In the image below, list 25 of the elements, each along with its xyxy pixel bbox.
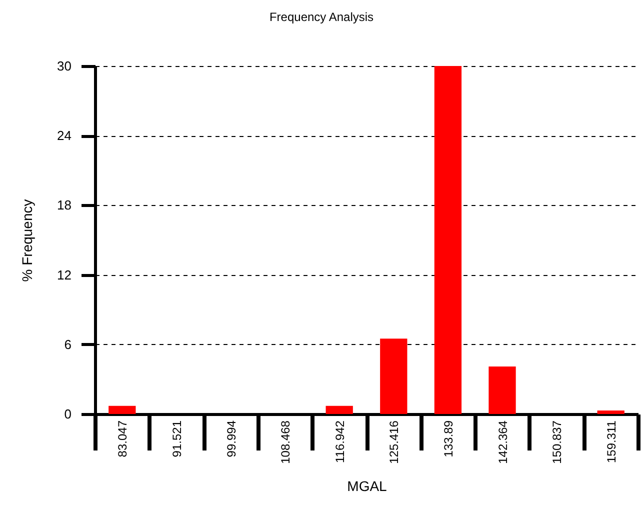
y-tick-label: 12 xyxy=(57,267,72,282)
y-tick-label: 6 xyxy=(64,336,72,352)
chart-title: Frequency Analysis xyxy=(269,10,374,24)
y-axis-title: % Frequency xyxy=(19,199,36,282)
x-tick-label: 142.364 xyxy=(496,420,510,464)
bar xyxy=(380,338,408,414)
x-tick-label: 125.416 xyxy=(387,420,402,464)
x-axis-title: MGAL xyxy=(347,478,388,494)
bar xyxy=(108,406,136,414)
bar xyxy=(597,410,624,414)
x-tick-label: 83.047 xyxy=(116,420,130,458)
y-tick-label: 24 xyxy=(57,128,72,144)
bar xyxy=(488,366,516,414)
x-tick-label: 116.942 xyxy=(332,420,347,463)
x-tick-label: 108.468 xyxy=(278,420,293,464)
y-tick-label: 0 xyxy=(64,406,72,422)
x-tick-label: 91.521 xyxy=(170,420,184,458)
y-tick-label: 30 xyxy=(57,58,72,74)
bar xyxy=(434,66,462,414)
x-tick-label: 133.89 xyxy=(441,420,456,458)
x-tick-label: 159.311 xyxy=(604,420,618,463)
bar xyxy=(326,406,353,414)
x-tick-label: 99.994 xyxy=(224,420,238,458)
x-tick-label: 150.837 xyxy=(550,420,564,464)
y-tick-label: 18 xyxy=(57,198,72,213)
